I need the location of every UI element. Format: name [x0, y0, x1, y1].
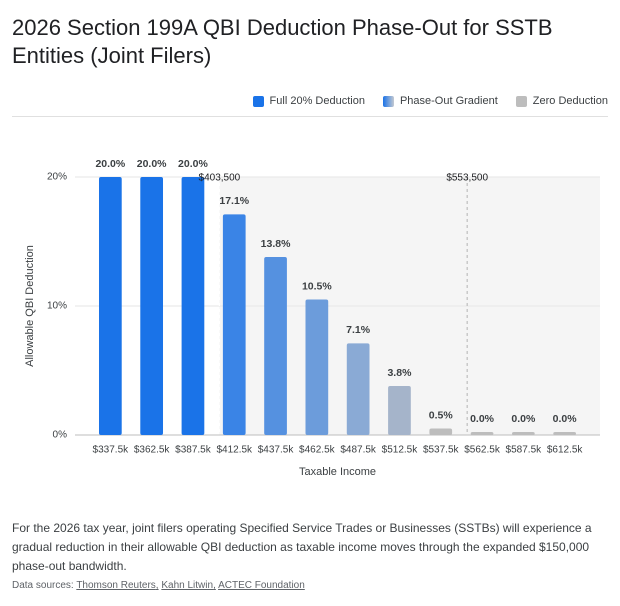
legend-item: Full 20% Deduction: [252, 95, 365, 107]
x-tick-label: $487.5k: [340, 445, 377, 456]
value-label: 20.0%: [95, 158, 125, 170]
legend-item: Zero Deduction: [515, 95, 608, 107]
legend-label: Phase-Out Gradient: [399, 95, 498, 107]
x-tick-label: $362.5k: [134, 445, 171, 456]
value-label: 0.0%: [511, 413, 536, 425]
x-tick-label: $437.5k: [258, 445, 295, 456]
legend-swatch: [252, 95, 264, 107]
y-tick-label: 0%: [53, 430, 68, 441]
chart-title: 2026 Section 199A QBI Deduction Phase-Ou…: [12, 15, 553, 68]
value-label: 10.5%: [302, 280, 332, 292]
bar: [429, 428, 453, 435]
bar: [140, 177, 164, 435]
bar: [470, 432, 494, 435]
legend-label: Zero Deduction: [532, 95, 608, 107]
chart: 0% 10% 20% $337.5k $362.5k $387.5k $412.5k $437…: [24, 158, 601, 478]
legend: Full 20% Deduction Phase-Out Gradient Zero…: [252, 95, 608, 107]
source-link[interactable]: Kahn Litwin: [161, 580, 215, 591]
value-label: 0.0%: [470, 413, 495, 425]
threshold-label: $403,500: [199, 173, 241, 184]
bar: [181, 177, 205, 435]
y-tick-label: 10%: [47, 301, 67, 312]
x-tick-label: $537.5k: [423, 445, 460, 456]
value-label: 17.1%: [219, 195, 249, 207]
value-label: 0.0%: [553, 413, 578, 425]
threshold-label: $553,500: [446, 173, 488, 184]
value-label: 13.8%: [261, 238, 291, 250]
bar: [264, 256, 287, 435]
bar: [346, 343, 370, 435]
x-tick-label: $412.5k: [216, 445, 253, 456]
x-tick-label: $462.5k: [299, 445, 336, 456]
legend-swatch: [382, 95, 394, 107]
value-label: 20.0%: [137, 158, 167, 170]
x-tick-label: $612.5k: [547, 445, 584, 456]
x-tick-label: $512.5k: [382, 445, 419, 456]
y-tick-label: 20%: [47, 172, 67, 183]
description: For the 2026 tax year, joint filers oper…: [12, 521, 592, 573]
source-link[interactable]: ACTEC Foundation: [218, 580, 305, 591]
x-tick-label: $587.5k: [506, 445, 543, 456]
legend-swatch: [515, 95, 527, 107]
separator: [12, 116, 608, 117]
x-tick-label: $562.5k: [464, 445, 501, 456]
bar: [388, 385, 411, 435]
sources-label: Data sources:: [12, 580, 74, 591]
bar: [511, 432, 535, 435]
bar: [305, 299, 329, 435]
x-tick-label: $387.5k: [175, 445, 212, 456]
x-tick-label: $337.5k: [93, 445, 130, 456]
value-label: 20.0%: [178, 158, 208, 170]
value-label: 0.5%: [429, 409, 454, 421]
source-link[interactable]: Thomson Reuters: [76, 580, 158, 591]
y-axis-title: Allowable QBI Deduction: [24, 245, 36, 367]
value-label: 7.1%: [346, 324, 371, 336]
legend-label: Full 20% Deduction: [269, 95, 365, 107]
bar: [98, 177, 122, 435]
x-axis-title: Taxable Income: [299, 466, 376, 478]
bar: [553, 432, 577, 435]
value-label: 3.8%: [387, 367, 412, 379]
legend-item: Phase-Out Gradient: [382, 95, 498, 107]
bar: [222, 214, 246, 435]
sources: Data sources: Thomson Reuters Kahn Litwi…: [12, 580, 305, 591]
